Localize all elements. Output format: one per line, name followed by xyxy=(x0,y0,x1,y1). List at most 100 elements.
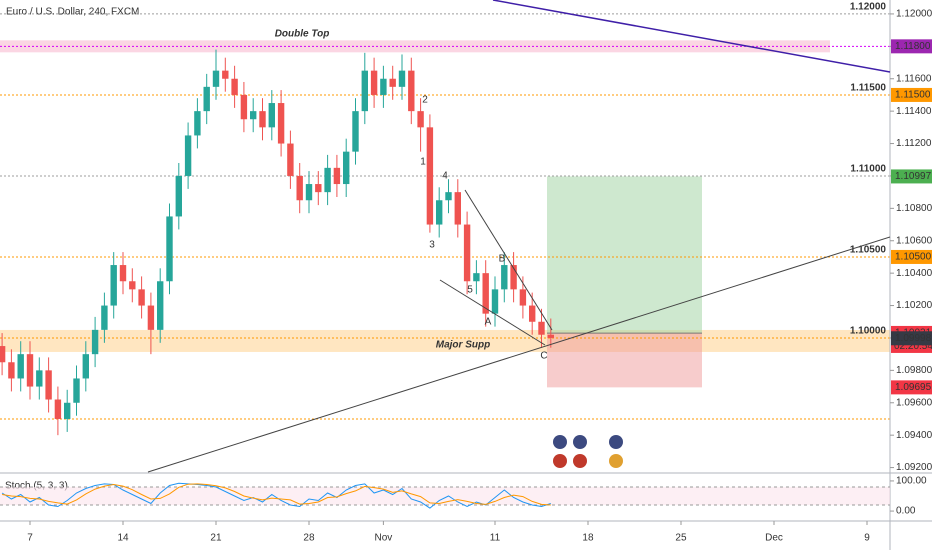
candle-body xyxy=(491,289,499,314)
main-layer xyxy=(0,49,554,436)
candle-body xyxy=(454,192,461,225)
candle-body xyxy=(129,281,136,290)
candle-body xyxy=(157,281,164,330)
stoch-tick-label: 100.00 xyxy=(896,476,927,487)
candle-body xyxy=(64,402,71,419)
candle-body xyxy=(519,289,527,306)
wave-label: B xyxy=(499,254,506,265)
candle-body xyxy=(82,354,90,379)
candle-body xyxy=(212,70,220,87)
candle-body xyxy=(547,334,554,338)
annotation: Major Supp xyxy=(436,340,490,351)
y-tick-label: 1.12000 xyxy=(896,9,932,20)
candle-body xyxy=(240,94,248,120)
y-tick-label: 1.10800 xyxy=(896,203,932,214)
price-badge-label: 1.11500 xyxy=(895,90,931,101)
candle-body xyxy=(305,184,313,201)
level-label: 1.10500 xyxy=(850,245,887,256)
candle-body xyxy=(538,321,545,335)
loss-zone xyxy=(547,333,702,388)
x-tick-label: 18 xyxy=(582,533,594,544)
candle-body xyxy=(147,305,155,330)
level-label: 1.12000 xyxy=(850,2,887,13)
wave-label: 4 xyxy=(442,171,448,182)
candle-body xyxy=(277,103,285,144)
candle-body xyxy=(166,216,173,282)
y-tick-label: 1.09800 xyxy=(896,365,932,376)
candle-body xyxy=(408,70,415,112)
annotation: Double Top xyxy=(275,29,330,40)
y-tick-label: 1.09600 xyxy=(896,397,932,408)
price-badge-label: 1.09998 xyxy=(895,333,932,344)
candle-body xyxy=(73,378,80,403)
candle-body xyxy=(36,370,43,387)
price-badge xyxy=(891,169,932,184)
candle-body xyxy=(194,111,201,136)
candle-body xyxy=(510,265,517,290)
x-tick-label: 14 xyxy=(117,533,129,544)
price-badge xyxy=(891,39,932,54)
y-tick-label: 1.11400 xyxy=(896,106,932,117)
wave-label: 3 xyxy=(429,240,435,251)
stoch-tick-label: 0.00 xyxy=(896,506,916,517)
candle-body xyxy=(417,111,424,128)
x-tick-label: 28 xyxy=(303,533,315,544)
y-tick-label: 1.09400 xyxy=(896,430,932,441)
event-icon xyxy=(573,435,587,449)
event-icon xyxy=(553,454,567,468)
wedge-line xyxy=(464,189,553,331)
candle-body xyxy=(445,192,452,201)
event-icon xyxy=(553,435,567,449)
candle-body xyxy=(138,289,145,306)
candle-body xyxy=(203,86,210,112)
y-tick-label: 1.09200 xyxy=(896,462,932,473)
candle-body xyxy=(482,273,489,314)
candle-body xyxy=(184,135,192,176)
candle-body xyxy=(8,362,15,379)
x-tick-label: 25 xyxy=(675,533,687,544)
price-badge-label: 1.09695 xyxy=(895,382,932,393)
x-tick-label: Nov xyxy=(374,533,392,544)
candle-body xyxy=(315,184,322,193)
background-layer: 1.12000 1.11500 1.11000 1.10500 1.10000 xyxy=(0,2,890,420)
x-tick-label: 9 xyxy=(864,533,870,544)
candle-body xyxy=(352,111,359,152)
candle-body xyxy=(17,354,24,379)
candle-body xyxy=(268,103,275,128)
candle-body xyxy=(473,273,480,282)
event-icon xyxy=(573,454,587,468)
wave-label: 1 xyxy=(420,157,426,168)
candle-body xyxy=(380,78,387,95)
candle-body xyxy=(222,70,229,79)
candle-body xyxy=(259,111,266,128)
candle-body xyxy=(389,78,396,87)
candle-body xyxy=(333,167,341,185)
event-icon xyxy=(609,435,623,449)
indicator-name: Stoch (5, 3, 3) xyxy=(5,481,68,492)
profit-zone xyxy=(547,176,702,334)
price-badge-label: 1.11800 xyxy=(895,41,931,52)
wave-label: 5 xyxy=(467,285,473,296)
price-badge xyxy=(891,331,932,346)
candle-body xyxy=(361,70,368,112)
candle-body xyxy=(110,265,117,306)
double-top-zone xyxy=(0,40,830,53)
x-tick-label: 21 xyxy=(210,533,222,544)
candle-body xyxy=(296,175,303,201)
wave-label: C xyxy=(540,351,547,362)
level-label: 1.11000 xyxy=(850,164,886,175)
trend-line xyxy=(492,0,891,73)
candle-body xyxy=(26,354,34,387)
x-tick-label: 7 xyxy=(27,533,33,544)
candle-body xyxy=(101,305,108,330)
candle-body xyxy=(501,265,508,290)
candle-body xyxy=(463,224,471,282)
candle-body xyxy=(91,329,99,355)
candle-body xyxy=(426,127,434,225)
candle-body xyxy=(370,70,378,95)
candle-body xyxy=(435,200,443,225)
stoch-band xyxy=(0,486,890,506)
y-tick-label: 1.11600 xyxy=(896,73,932,84)
candle-body xyxy=(342,151,350,185)
